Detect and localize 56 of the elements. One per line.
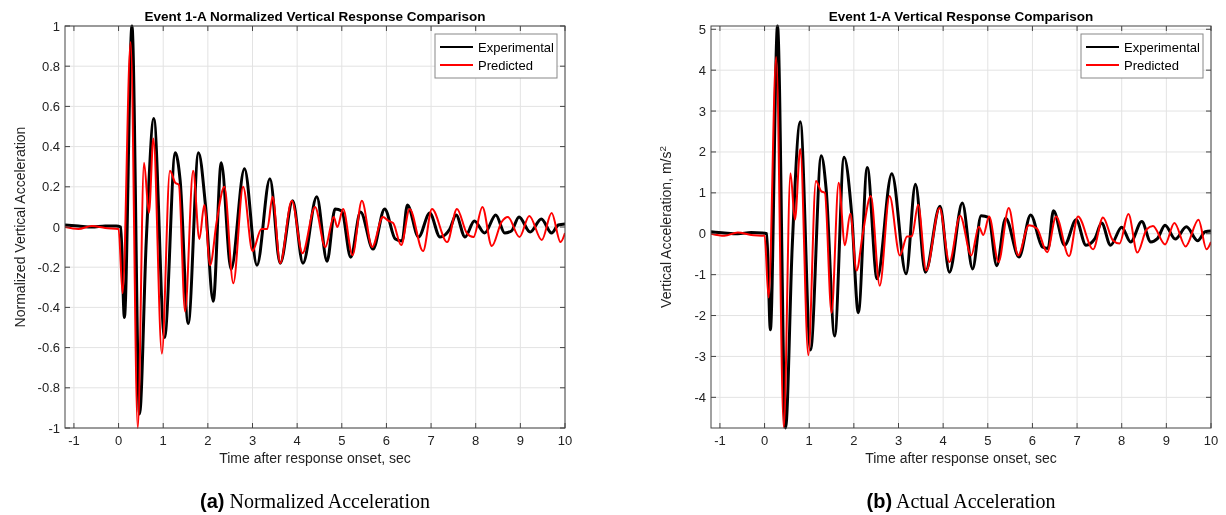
- legend-label: Experimental: [478, 40, 554, 55]
- legend-label: Predicted: [1124, 58, 1179, 73]
- x-tick-label: 9: [516, 433, 524, 448]
- x-axis-title: Time after response onset, sec: [865, 450, 1057, 466]
- x-tick-label: 8: [472, 433, 480, 448]
- x-tick-label: 2: [850, 433, 858, 448]
- y-tick-label: -0.6: [37, 340, 60, 356]
- chart-title: Event 1-A Vertical Response Comparison: [828, 9, 1094, 24]
- x-tick-label: 7: [1073, 433, 1081, 448]
- x-tick-label: 10: [557, 433, 573, 448]
- x-tick-label: 7: [427, 433, 435, 448]
- y-tick-label: -4: [694, 389, 706, 405]
- y-tick-label: -3: [694, 348, 706, 364]
- y-tick-label: -0.8: [37, 380, 60, 396]
- x-tick-label: 3: [894, 433, 903, 448]
- x-tick-label: 0: [760, 433, 769, 448]
- y-tick-label: 0.2: [41, 179, 60, 195]
- y-tick-label: -0.2: [37, 259, 60, 275]
- x-tick-label: 9: [1162, 433, 1170, 448]
- y-tick-label: 5: [698, 21, 706, 37]
- y-tick-label: 0.8: [41, 58, 60, 74]
- x-tick-label: -1: [714, 433, 726, 448]
- chart-title: Event 1-A Normalized Vertical Response Comparison: [144, 9, 486, 24]
- y-tick-label: 1: [52, 18, 60, 34]
- y-tick-label: 4: [698, 62, 706, 78]
- x-tick-label: 5: [338, 433, 346, 448]
- y-tick-label: -1: [48, 420, 60, 436]
- x-tick-label: 6: [1028, 433, 1037, 448]
- text: (a) Normalized Acceleration: [200, 490, 430, 512]
- x-tick-label: -1: [68, 433, 80, 448]
- y-axis-title: Normalized Vertical Acceleration: [12, 126, 28, 328]
- y-tick-label: -2: [694, 308, 706, 324]
- x-tick-label: 2: [204, 433, 212, 448]
- x-tick-label: 0: [114, 433, 123, 448]
- x-tick-label: 3: [248, 433, 257, 448]
- y-tick-label: 2: [698, 144, 706, 160]
- x-tick-label: 4: [939, 433, 947, 448]
- legend-label: Predicted: [478, 58, 533, 73]
- y-tick-label: -1: [694, 267, 706, 283]
- x-tick-label: 10: [1203, 433, 1219, 448]
- x-tick-label: 1: [805, 433, 813, 448]
- x-axis-title: Time after response onset, sec: [219, 450, 411, 466]
- y-tick-label: 0.6: [41, 98, 60, 114]
- legend-label: Experimental: [1124, 40, 1200, 55]
- y-tick-label: 0: [52, 219, 60, 235]
- y-tick-label: 0: [698, 226, 706, 242]
- x-tick-label: 8: [1118, 433, 1126, 448]
- y-tick-label: 1: [698, 185, 706, 201]
- x-tick-label: 5: [984, 433, 992, 448]
- x-tick-label: 6: [382, 433, 391, 448]
- x-tick-label: 1: [159, 433, 167, 448]
- text: (b) Actual Acceleration: [866, 490, 1056, 512]
- y-tick-label: 0.4: [41, 139, 60, 155]
- y-tick-label: -0.4: [37, 299, 60, 315]
- y-tick-label: 3: [698, 103, 706, 119]
- x-tick-label: 4: [293, 433, 301, 448]
